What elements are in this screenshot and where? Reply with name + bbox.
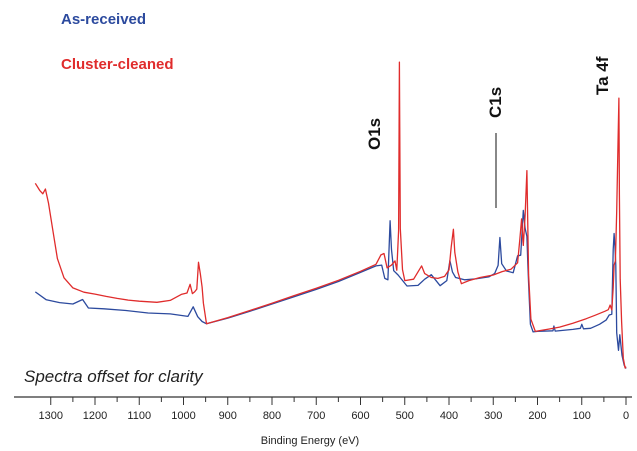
x-tick-label: 800 xyxy=(263,410,281,422)
legend-cluster-cleaned: Cluster-cleaned xyxy=(61,56,174,73)
offset-note: Spectra offset for clarity xyxy=(24,367,204,386)
peak-label-ta-4f: Ta 4f xyxy=(593,56,612,95)
x-tick-label: 1300 xyxy=(39,410,63,422)
x-tick-label: 1000 xyxy=(171,410,195,422)
x-tick-label: 0 xyxy=(623,410,629,422)
series-line-cluster-cleaned xyxy=(34,61,627,369)
x-tick-label: 700 xyxy=(307,410,325,422)
x-axis-title: Binding Energy (eV) xyxy=(261,435,359,447)
x-tick-label: 400 xyxy=(440,410,458,422)
x-axis-ticks: 1300 1200 1100 1000 900 800 700 600 500 400 300 200… xyxy=(39,397,629,422)
legend-as-received: As-received xyxy=(61,11,146,28)
series-layer xyxy=(34,61,627,369)
x-tick-label: 500 xyxy=(396,410,414,422)
x-tick-label: 300 xyxy=(484,410,502,422)
series-line-as-received xyxy=(34,209,627,369)
x-tick-label: 1200 xyxy=(83,410,107,422)
x-tick-label: 900 xyxy=(219,410,237,422)
peak-label-o1s: O1s xyxy=(365,118,384,150)
x-tick-label: 200 xyxy=(528,410,546,422)
x-tick-label: 100 xyxy=(573,410,591,422)
x-tick-label: 600 xyxy=(351,410,369,422)
x-tick-label: 1100 xyxy=(127,410,151,422)
peak-label-c1s: C1s xyxy=(486,87,505,118)
peak-labels: O1s C1s Ta 4f xyxy=(365,56,612,208)
